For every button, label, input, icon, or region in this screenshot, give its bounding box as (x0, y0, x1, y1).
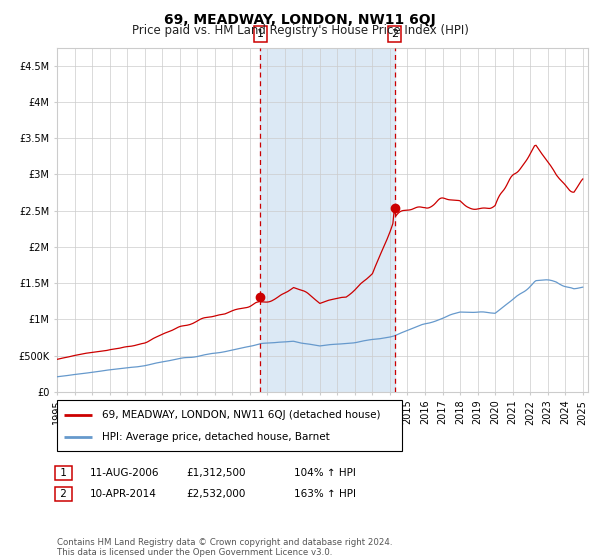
Text: 1: 1 (257, 29, 264, 39)
FancyBboxPatch shape (57, 400, 402, 451)
Text: £1,312,500: £1,312,500 (186, 468, 245, 478)
Text: 69, MEADWAY, LONDON, NW11 6QJ: 69, MEADWAY, LONDON, NW11 6QJ (164, 13, 436, 27)
Text: 69, MEADWAY, LONDON, NW11 6QJ (detached house): 69, MEADWAY, LONDON, NW11 6QJ (detached … (102, 409, 380, 419)
Text: 163% ↑ HPI: 163% ↑ HPI (294, 489, 356, 499)
Text: 1: 1 (57, 468, 70, 478)
Text: 104% ↑ HPI: 104% ↑ HPI (294, 468, 356, 478)
Text: 10-APR-2014: 10-APR-2014 (90, 489, 157, 499)
Text: Contains HM Land Registry data © Crown copyright and database right 2024.
This d: Contains HM Land Registry data © Crown c… (57, 538, 392, 557)
Text: 2: 2 (57, 489, 70, 499)
Text: 11-AUG-2006: 11-AUG-2006 (90, 468, 160, 478)
Text: £2,532,000: £2,532,000 (186, 489, 245, 499)
Text: Price paid vs. HM Land Registry's House Price Index (HPI): Price paid vs. HM Land Registry's House … (131, 24, 469, 38)
Text: 2: 2 (391, 29, 398, 39)
Bar (260, 48, 395, 392)
Text: HPI: Average price, detached house, Barnet: HPI: Average price, detached house, Barn… (102, 432, 329, 442)
